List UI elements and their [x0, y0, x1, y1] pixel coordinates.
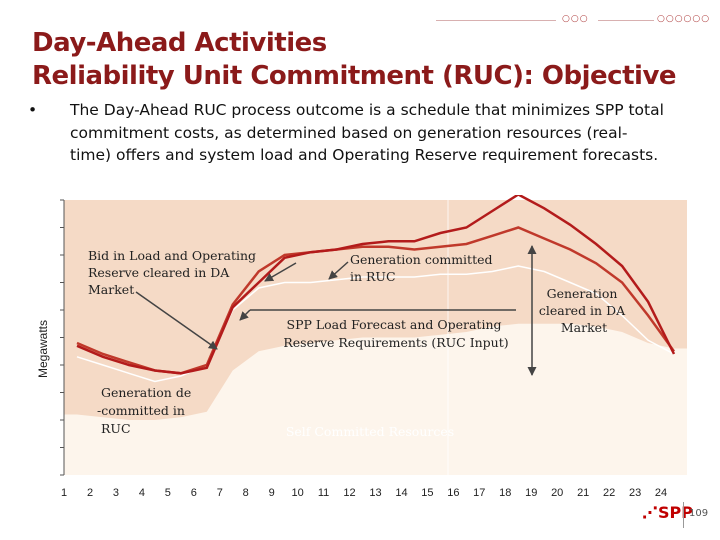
annotation-generation-decommitted: Generation de -committed in RUC [97, 385, 195, 436]
annotation-cleared-line-2: cleared in DA [539, 303, 626, 318]
slide-title: Day-Ahead Activities Reliability Unit Co… [32, 27, 677, 93]
x-tick-label: 6 [191, 487, 197, 499]
bid-annotation-arrow [135, 291, 218, 350]
x-tick-label: 14 [395, 487, 407, 499]
x-tick-label: 15 [421, 487, 433, 499]
annotation-load-forecast: SPP Load Forecast and Operating Reserve … [283, 317, 508, 350]
annotation-bid-line-1: Bid in Load and Operating [88, 248, 256, 263]
x-tick-label: 21 [577, 487, 589, 499]
ruc-commitment-line [76, 195, 676, 375]
x-tick-label: 19 [525, 487, 537, 499]
x-tick-label: 1 [61, 487, 67, 499]
spp-logo-text: SPP [658, 503, 693, 522]
annotation-forecast-line-1: SPP Load Forecast and Operating [287, 317, 502, 332]
title-line-2: Reliability Unit Commitment (RUC): Objec… [32, 61, 677, 91]
header-rule-right [598, 20, 654, 21]
annotation-forecast-line-2: Reserve Requirements (RUC Input) [283, 335, 508, 350]
generation-committed-arrow [264, 262, 297, 282]
y-axis-ticks [60, 199, 64, 476]
x-tick-label: 18 [499, 487, 511, 499]
x-tick-label: 3 [113, 487, 119, 499]
annotation-decommitted-line-2: -committed in [97, 403, 185, 418]
x-tick-label: 20 [551, 487, 563, 499]
x-tick-label: 5 [165, 487, 171, 499]
x-tick-label: 16 [447, 487, 459, 499]
x-tick-label: 17 [473, 487, 485, 499]
x-tick-label: 24 [655, 487, 667, 499]
annotation-cleared-line-1: Generation [547, 286, 618, 301]
x-tick-label: 7 [217, 487, 223, 499]
header-dots-right-icon: ○○○○○○ [657, 14, 711, 24]
bullet-text: The Day-Ahead RUC process outcome is a s… [70, 101, 664, 164]
annotation-committed-line-1: Generation committed [350, 252, 493, 267]
annotation-cleared-line-3: Market [561, 320, 607, 335]
annotation-decommitted-line-1: Generation de [101, 385, 191, 400]
x-tick-label: 4 [139, 487, 145, 499]
ruc-chart: Bid in Load and Operating Reserve cleare… [36, 195, 687, 499]
x-tick-label: 2 [87, 487, 93, 499]
annotation-bid-in-load: Bid in Load and Operating Reserve cleare… [88, 248, 260, 297]
annotation-generation-committed: Generation committed in RUC [350, 252, 497, 284]
title-line-1: Day-Ahead Activities [32, 28, 327, 58]
header-dots-icon: ○○○ [562, 14, 589, 24]
footer-divider [683, 502, 684, 528]
x-axis-tick-labels: 1 2 3 4 5 6 7 8 9 10 11 12 13 14 15 16 17 18 19 20 21 22 23 24 [61, 487, 667, 499]
page-number: 109 [689, 508, 709, 519]
x-tick-label: 12 [343, 487, 355, 499]
x-tick-label: 23 [629, 487, 641, 499]
x-tick-label: 22 [603, 487, 615, 499]
generation-committed-arrow-2 [328, 261, 349, 280]
annotation-bid-line-3: Market [88, 282, 134, 297]
load-forecast-line [76, 265, 675, 383]
spp-logo: ⋰SPP [642, 503, 693, 522]
annotation-generation-cleared: Generation cleared in DA Market [539, 286, 629, 335]
annotation-committed-line-2: in RUC [350, 269, 396, 284]
annotation-decommitted-line-3: RUC [101, 421, 131, 436]
x-tick-label: 11 [318, 487, 329, 499]
spp-logo-mark-icon: ⋰ [642, 503, 658, 522]
load-forecast-arrow [239, 309, 251, 321]
x-tick-label: 13 [369, 487, 381, 499]
annotation-self-committed: Self Committed Resources [286, 424, 454, 439]
header-rule-left [436, 20, 556, 21]
y-axis-label: Megawatts [36, 320, 50, 378]
annotation-bid-line-2: Reserve cleared in DA [88, 265, 230, 280]
bullet-point: • The Day-Ahead RUC process outcome is a… [28, 99, 668, 167]
bullet-icon: • [28, 101, 38, 119]
x-tick-label: 9 [269, 487, 275, 499]
x-tick-label: 10 [291, 487, 303, 499]
x-tick-label: 8 [243, 487, 249, 499]
